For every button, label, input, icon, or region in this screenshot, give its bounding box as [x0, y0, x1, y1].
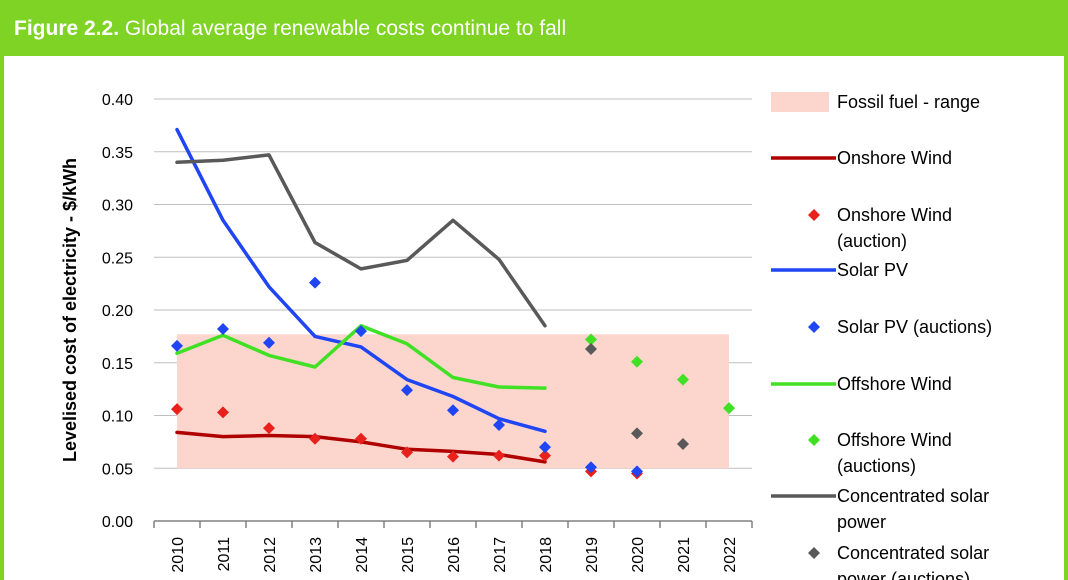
x-tick-label: 2016 — [446, 537, 463, 573]
legend-label: Onshore Wind — [837, 205, 952, 225]
x-tick-label: 2011 — [216, 537, 233, 572]
series-markers — [171, 276, 735, 480]
point-concentrated-solar-power-auctions — [585, 343, 597, 356]
point-solar-pv-auctions — [263, 336, 275, 349]
legend-label: (auctions) — [837, 456, 916, 476]
x-tick-label: 2022 — [722, 537, 739, 573]
figure-number: Figure 2.2. — [14, 17, 120, 40]
point-onshore-wind-auction — [263, 422, 275, 435]
point-solar-pv-auctions — [309, 276, 321, 289]
y-tick-label: 0.00 — [102, 514, 133, 531]
y-tick-label: 0.10 — [102, 409, 133, 426]
legend-label: Fossil fuel - range — [837, 92, 980, 112]
point-offshore-wind-auctions — [677, 373, 689, 386]
x-tick-label: 2015 — [400, 537, 417, 573]
legend-label: (auction) — [837, 231, 907, 251]
x-tick-label: 2017 — [492, 537, 509, 573]
fossil-fuel-range-area — [177, 334, 729, 469]
legend-label: power (auctions) — [837, 569, 970, 580]
legend-label: Solar PV (auctions) — [837, 317, 992, 337]
x-tick-label: 2012 — [262, 537, 279, 573]
x-tick-label: 2019 — [584, 537, 601, 573]
legend-swatch-solar-pv-auctions — [808, 321, 820, 333]
legend-swatch-offshore-wind-auctions — [808, 434, 820, 446]
point-concentrated-solar-power-auctions — [631, 427, 643, 440]
point-onshore-wind-auction — [493, 449, 505, 462]
legend-swatch-onshore-wind-auction — [808, 209, 820, 221]
point-onshore-wind-auction — [171, 403, 183, 416]
y-axis-label: Levelised cost of electricity - $/kWh — [60, 158, 80, 462]
point-concentrated-solar-power-auctions — [677, 437, 689, 450]
x-tick-label: 2013 — [308, 537, 325, 573]
y-tick-label: 0.35 — [102, 145, 133, 162]
point-offshore-wind-auctions — [585, 333, 597, 346]
legend-label: Concentrated solar — [837, 543, 989, 563]
point-solar-pv-auctions — [539, 441, 551, 454]
y-tick-label: 0.05 — [102, 461, 133, 478]
fossil-fuel-band — [177, 334, 729, 469]
y-tick-label: 0.20 — [102, 303, 133, 320]
point-solar-pv-auctions — [217, 322, 229, 335]
figure-title: Figure 2.2. Global average renewable cos… — [14, 17, 566, 41]
point-solar-pv-auctions — [493, 418, 505, 431]
x-tick-label: 2010 — [170, 537, 187, 573]
point-onshore-wind-auction — [401, 446, 413, 459]
legend-label: Concentrated solar — [837, 486, 989, 506]
point-offshore-wind-auctions — [723, 402, 735, 415]
legend-label: Offshore Wind — [837, 374, 952, 394]
point-solar-pv-auctions — [401, 384, 413, 397]
x-tick-label: 2018 — [538, 537, 555, 573]
x-tick-label: 2014 — [354, 537, 371, 573]
y-tick-label: 0.25 — [102, 250, 133, 267]
figure-title-text: Global average renewable costs continue … — [124, 17, 567, 40]
point-solar-pv-auctions — [447, 404, 459, 417]
axes — [153, 520, 753, 528]
point-onshore-wind-auction — [309, 432, 321, 445]
x-tick-labels: 2010 2011 2012 2013 2014 2015 2016 2017 2018 2019… — [170, 537, 739, 573]
y-tick-label: 0.30 — [102, 198, 133, 215]
point-offshore-wind-auctions — [631, 355, 643, 368]
y-tick-labels: 0.00 0.05 0.10 0.15 0.20 0.25 0.30 0.35 0.40 — [102, 92, 133, 531]
legend: Fossil fuel - range Onshore Wind Onshore W… — [771, 92, 992, 580]
point-onshore-wind-auction — [539, 449, 551, 462]
point-solar-pv-auctions — [585, 461, 597, 474]
figure-title-bar: Figure 2.2. Global average renewable cos… — [0, 0, 1068, 56]
line-concentrated-solar-power — [175, 153, 547, 328]
legend-label: Offshore Wind — [837, 430, 952, 450]
point-onshore-wind-auction — [355, 432, 367, 445]
y-tick-label: 0.40 — [102, 92, 133, 109]
line-solar-pv — [175, 127, 547, 434]
point-onshore-wind-auction — [217, 406, 229, 419]
point-solar-pv-auctions — [631, 465, 643, 478]
point-solar-pv-auctions — [355, 325, 367, 338]
legend-swatch-concentrated-solar-power-auctions — [808, 547, 820, 559]
x-tick-label: 2020 — [630, 537, 647, 573]
y-tick-label: 0.15 — [102, 356, 133, 373]
legend-label: power — [837, 512, 886, 532]
x-tick-label: 2021 — [676, 537, 693, 573]
legend-label: Onshore Wind — [837, 148, 952, 168]
point-solar-pv-auctions — [171, 339, 183, 352]
point-onshore-wind-auction — [447, 450, 459, 463]
legend-label: Solar PV — [837, 260, 908, 280]
legend-swatch-fossil-fuel-range — [771, 92, 829, 112]
